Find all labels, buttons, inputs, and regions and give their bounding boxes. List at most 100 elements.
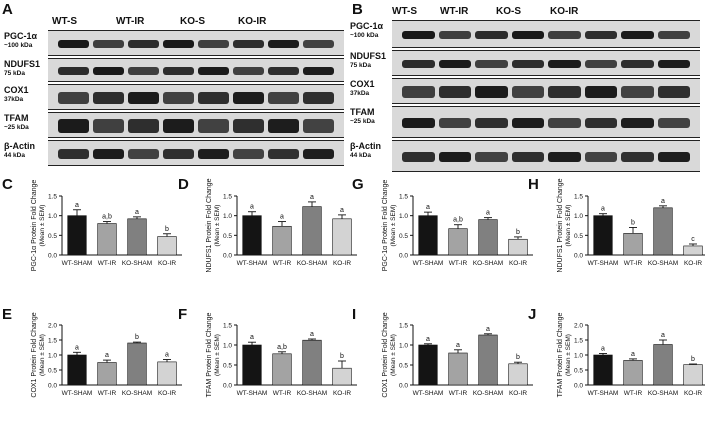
- bar: [332, 218, 352, 256]
- protein-band: [584, 152, 617, 162]
- protein-band: [438, 31, 471, 39]
- blot-row-label: NDUFS1 75 kDa: [4, 59, 40, 79]
- bar: [593, 354, 613, 386]
- significance-letter: a,b: [102, 214, 112, 221]
- molecular-weight: 44 kDa: [350, 152, 371, 159]
- blot-strip: [392, 78, 700, 104]
- protein-band: [621, 118, 654, 128]
- molecular-weight: 44 kDa: [4, 152, 25, 159]
- protein-band: [93, 67, 124, 75]
- x-tick-label: KO-IR: [509, 390, 527, 397]
- protein-band: [233, 40, 264, 48]
- protein-name: β-Actin: [4, 141, 35, 151]
- protein-band: [233, 119, 264, 133]
- molecular-weight: 37kDa: [350, 90, 370, 97]
- protein-band: [198, 40, 229, 48]
- y-axis-subtitle: (Mean ± SEM): [214, 334, 221, 376]
- significance-letter: a,b: [277, 344, 287, 351]
- y-tick-label: 1.0: [48, 353, 57, 360]
- significance-letter: a: [75, 344, 79, 351]
- significance-letter: b: [691, 356, 695, 363]
- y-tick-label: 1.0: [223, 213, 232, 220]
- protein-band: [128, 40, 159, 48]
- blot-row-label: COX1 37kDa: [4, 85, 29, 105]
- bar: [302, 339, 322, 386]
- panel-letter-e: E: [2, 306, 13, 323]
- x-tick-label: KO-IR: [509, 260, 527, 267]
- protein-band: [163, 119, 194, 133]
- y-tick-label: 0.5: [223, 363, 232, 370]
- protein-band: [198, 67, 229, 75]
- protein-band: [128, 67, 159, 75]
- blot-strip: [392, 106, 700, 138]
- protein-band: [402, 86, 435, 98]
- protein-band: [475, 152, 508, 162]
- protein-band: [303, 149, 334, 159]
- protein-name: TFAM: [4, 113, 29, 123]
- significance-letter: a: [310, 194, 314, 201]
- x-tick-label: WT-IR: [624, 260, 643, 267]
- y-tick-label: 0.0: [399, 253, 408, 260]
- y-tick-label: 0.0: [48, 253, 57, 260]
- significance-letter: a: [661, 198, 665, 205]
- y-tick-label: 0.0: [223, 383, 232, 390]
- blot-row-label: TFAM ~25 kDa: [350, 107, 375, 127]
- blot-group-label: WT-IR: [116, 16, 145, 27]
- bar: [242, 215, 262, 256]
- y-tick-label: 1.5: [223, 323, 232, 330]
- protein-band: [268, 40, 299, 48]
- blot-row-label: COX1 37kDa: [350, 79, 375, 99]
- significance-letter: a: [310, 331, 314, 338]
- bar: [683, 364, 703, 386]
- y-tick-label: 1.0: [574, 353, 583, 360]
- bar: [623, 233, 643, 256]
- x-tick-label: KO-SHAM: [473, 390, 503, 397]
- x-tick-label: WT-IR: [98, 260, 117, 267]
- protein-name: COX1: [350, 79, 375, 89]
- bar: [157, 236, 177, 256]
- y-axis-subtitle: (Mean ± SEM): [214, 205, 221, 247]
- y-tick-label: 1.5: [48, 194, 57, 201]
- significance-letter: a: [631, 351, 635, 358]
- significance-letter: a: [135, 209, 139, 216]
- x-tick-label: KO-SHAM: [473, 260, 503, 267]
- protein-band: [233, 92, 264, 104]
- protein-band: [511, 152, 544, 162]
- protein-name: NDUFS1: [350, 51, 387, 61]
- y-tick-label: 2.0: [574, 323, 583, 330]
- significance-letter: b: [340, 353, 344, 360]
- protein-band: [163, 67, 194, 75]
- y-axis-subtitle: (Mean ± SEM): [390, 334, 397, 376]
- bar: [272, 353, 292, 386]
- panel-letter-b: B: [352, 1, 363, 18]
- blot-strip: [392, 20, 700, 48]
- bar: [478, 334, 498, 386]
- x-tick-label: WT-SHAM: [237, 260, 268, 267]
- protein-band: [198, 92, 229, 104]
- blot-strip: [392, 50, 700, 76]
- molecular-weight: ~25 kDa: [4, 124, 29, 131]
- y-tick-label: 1.0: [574, 213, 583, 220]
- panel-letter-g: G: [352, 176, 364, 193]
- protein-name: NDUFS1: [4, 59, 41, 69]
- significance-letter: a: [661, 332, 665, 339]
- significance-letter: a: [165, 352, 169, 359]
- y-axis-title: TFAM Protein Fold Change: [557, 312, 564, 397]
- significance-letter: a: [486, 326, 490, 333]
- blot-row-label: PGC-1α ~100 kDa: [350, 21, 383, 41]
- protein-band: [657, 31, 690, 39]
- significance-letter: b: [631, 219, 635, 226]
- y-tick-label: 1.5: [574, 194, 583, 201]
- molecular-weight: 37kDa: [4, 96, 24, 103]
- bar: [653, 207, 673, 256]
- y-tick-label: 1.5: [574, 338, 583, 345]
- protein-band: [621, 60, 654, 68]
- protein-band: [268, 119, 299, 133]
- protein-name: PGC-1α: [4, 31, 38, 41]
- x-tick-label: WT-IR: [449, 260, 468, 267]
- protein-band: [58, 67, 89, 75]
- protein-band: [621, 86, 654, 98]
- protein-name: β-Actin: [350, 141, 381, 151]
- blot-row-label: TFAM ~25 kDa: [4, 113, 29, 133]
